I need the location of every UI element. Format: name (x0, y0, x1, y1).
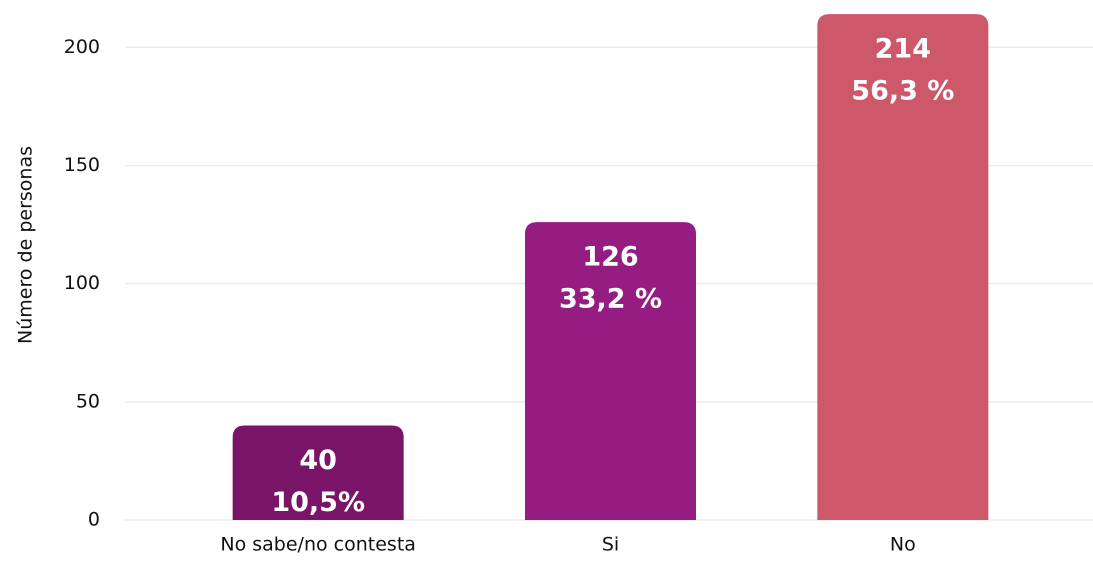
y-tick-label: 100 (64, 272, 100, 294)
bar-percentage-label: 56,3 % (851, 76, 954, 107)
bar (524, 222, 697, 520)
bar-value-label: 40 (299, 445, 337, 476)
bar-value-label: 126 (582, 242, 638, 273)
y-tick-label: 0 (88, 509, 100, 531)
y-tick-label: 50 (76, 390, 100, 412)
y-tick-label: 150 (64, 154, 100, 176)
bar-value-label: 214 (875, 34, 931, 65)
x-tick-label: No (890, 534, 916, 556)
x-tick-label: No sabe/no contesta (220, 534, 416, 556)
y-tick-label: 200 (64, 36, 100, 58)
bar (817, 14, 989, 520)
y-axis-label: Número de personas (15, 146, 37, 344)
bar-percentage-label: 33,2 % (559, 284, 662, 315)
bar (232, 425, 404, 520)
x-tick-label: Si (602, 534, 619, 556)
bar-percentage-label: 10,5% (271, 487, 365, 518)
